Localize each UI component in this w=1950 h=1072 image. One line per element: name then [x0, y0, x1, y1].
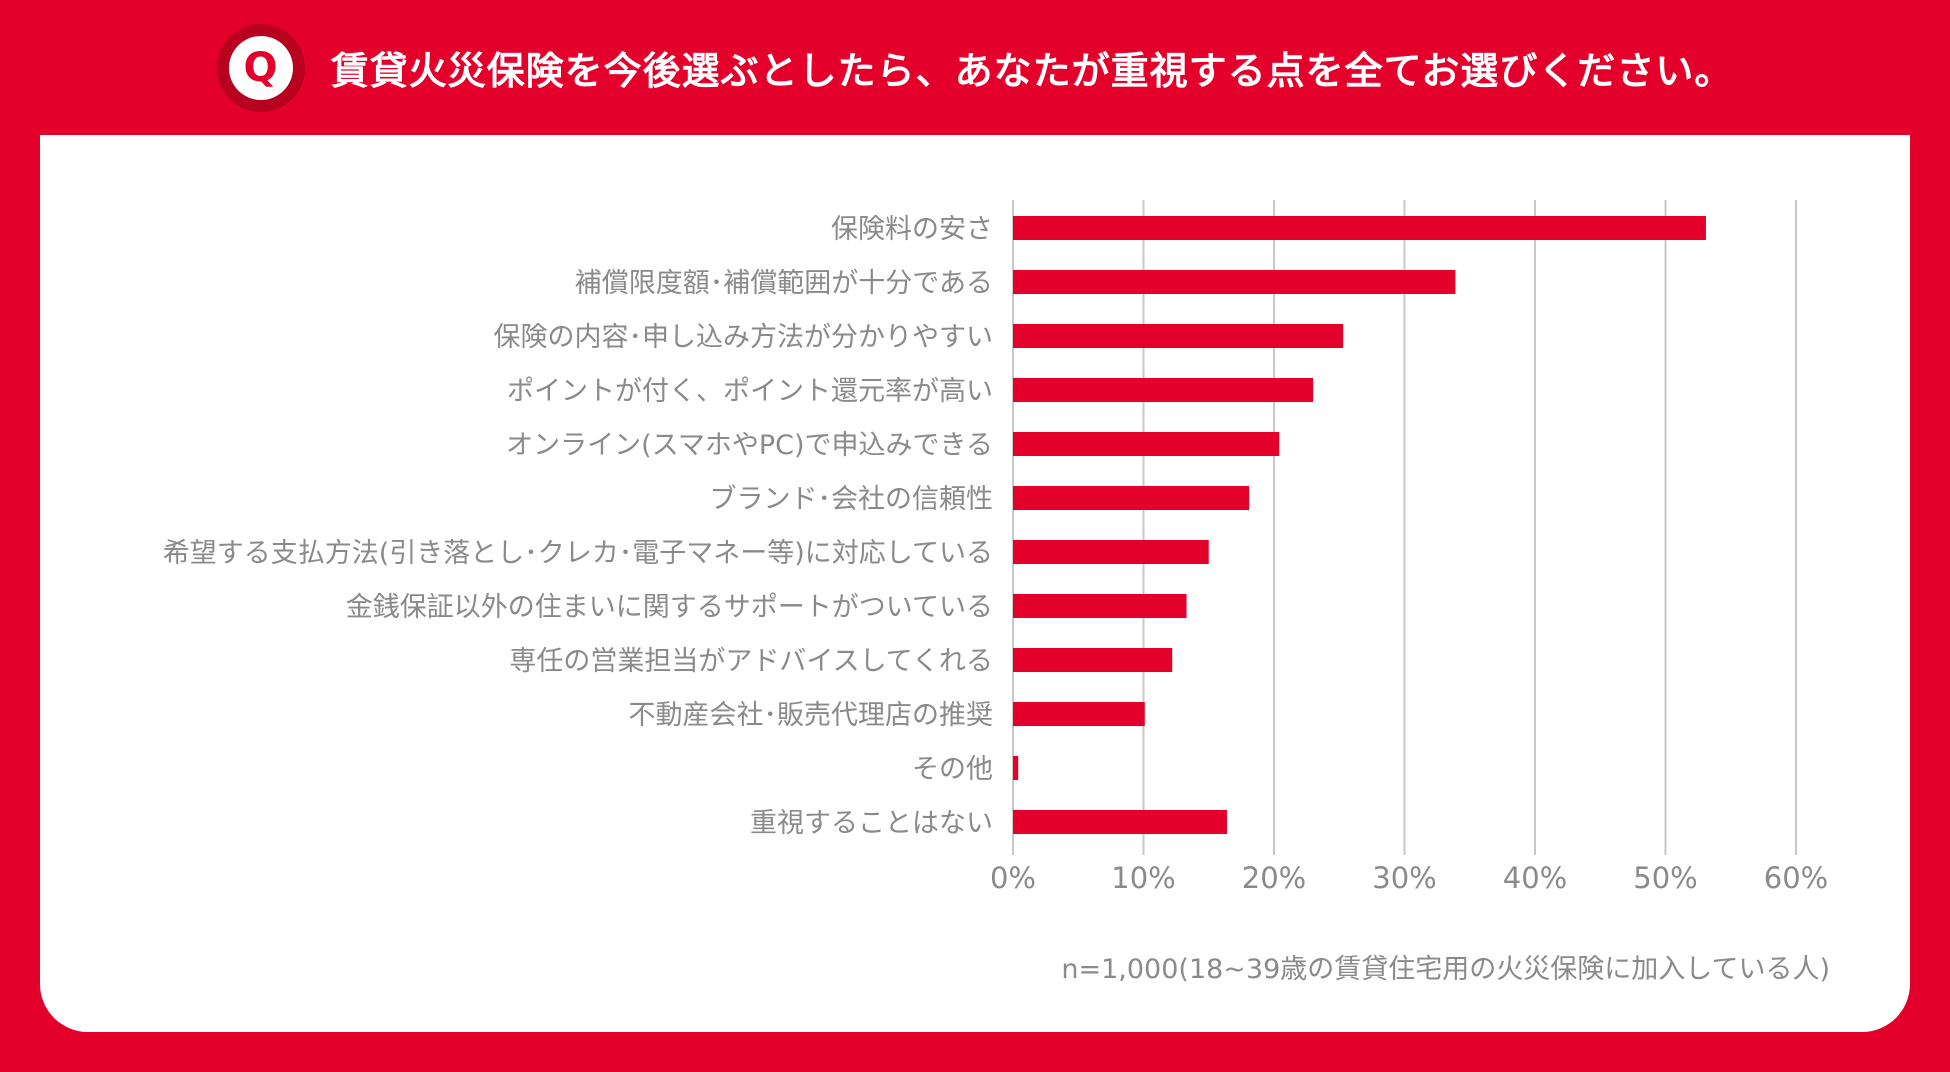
- category-label-7: 金銭保証以外の住まいに関するサポートがついている: [346, 592, 993, 623]
- category-label-0: 保険料の安さ: [831, 214, 993, 245]
- bar-7: [1013, 594, 1187, 618]
- category-label-2: 保険の内容･申し込み方法が分かりやすい: [494, 322, 994, 353]
- question-letter: Q: [243, 44, 278, 91]
- category-label-4: オンライン(スマホやPC)で申込みできる: [506, 430, 993, 461]
- bar-6: [1013, 540, 1209, 564]
- x-tick-label-6: 60%: [1764, 861, 1828, 895]
- chart-panel: 0% 10% 20% 30% 40% 50% 60% 保険料の安さ補償限度額･補償範囲が十分で…: [40, 135, 1910, 1032]
- category-label-9: 不動産会社･販売代理店の推奨: [629, 700, 994, 731]
- bar-10: [1013, 756, 1019, 780]
- bar-2: [1013, 324, 1344, 348]
- question-title: 賃貸火災保険を今後選ぶとしたら、あなたが重視する点を全てお選びください。: [330, 49, 1734, 93]
- category-label-10: その他: [912, 754, 993, 785]
- category-label-11: 重視することはない: [750, 808, 993, 839]
- bar-8: [1013, 648, 1173, 672]
- category-label-5: ブランド･会社の信頼性: [710, 484, 994, 515]
- x-tick-label-2: 20%: [1242, 861, 1306, 895]
- x-tick-label-3: 30%: [1372, 861, 1436, 895]
- bar-0: [1013, 216, 1706, 240]
- bar-11: [1013, 810, 1228, 834]
- bar-9: [1013, 702, 1145, 726]
- bar-3: [1013, 378, 1314, 402]
- bar-chart: 0% 10% 20% 30% 40% 50% 60% 保険料の安さ補償限度額･補償範囲が十分で…: [163, 200, 1828, 895]
- x-tick-label-1: 10%: [1111, 861, 1175, 895]
- category-label-6: 希望する支払方法(引き落とし･クレカ･電子マネー等)に対応している: [163, 538, 993, 569]
- x-tick-label-0: 0%: [990, 861, 1036, 895]
- category-label-3: ポイントが付く、ポイント還元率が高い: [507, 376, 993, 407]
- x-tick-label-5: 50%: [1633, 861, 1697, 895]
- category-label-1: 補償限度額･補償範囲が十分である: [575, 268, 993, 299]
- question-badge-icon: Q: [216, 23, 305, 112]
- bar-5: [1013, 486, 1250, 510]
- sample-note: n=1,000(18~39歳の賃貸住宅用の火災保険に加入している人): [1061, 954, 1830, 985]
- x-tick-label-4: 40%: [1503, 861, 1567, 895]
- bar-4: [1013, 432, 1280, 456]
- bar-1: [1013, 270, 1456, 294]
- header-banner: Q 賃貸火災保険を今後選ぶとしたら、あなたが重視する点を全てお選びください。: [0, 0, 1950, 135]
- category-label-8: 専任の営業担当がアドバイスしてくれる: [509, 646, 993, 677]
- question-badge-inner: Q: [228, 35, 293, 100]
